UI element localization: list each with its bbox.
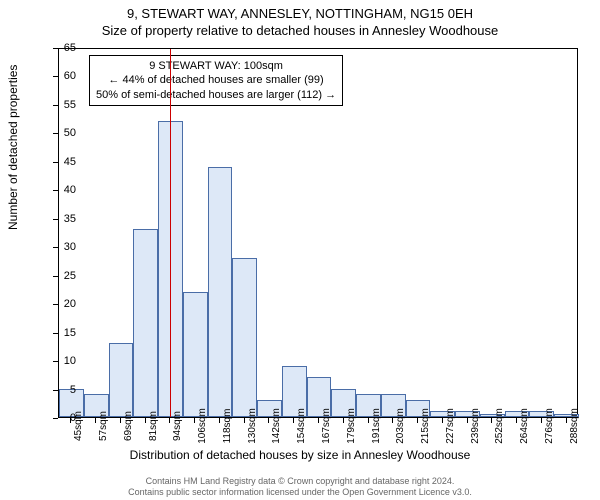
x-tick-mark bbox=[343, 418, 344, 423]
x-tick-mark bbox=[516, 418, 517, 423]
x-tick-label: 142sqm bbox=[271, 408, 282, 444]
histogram-chart: 9 STEWART WAY: 100sqm ← 44% of detached … bbox=[58, 48, 578, 418]
y-tick-mark bbox=[53, 276, 58, 277]
x-tick-mark bbox=[120, 418, 121, 423]
x-tick-mark bbox=[392, 418, 393, 423]
x-tick-mark bbox=[145, 418, 146, 423]
x-tick-mark bbox=[293, 418, 294, 423]
x-tick-label: 57sqm bbox=[98, 411, 109, 441]
callout-line3: 50% of semi-detached houses are larger (… bbox=[96, 88, 336, 102]
y-tick-mark bbox=[53, 390, 58, 391]
y-tick-mark bbox=[53, 133, 58, 134]
y-tick-mark bbox=[53, 219, 58, 220]
y-axis-label: Number of detached properties bbox=[6, 65, 20, 230]
x-tick-label: 167sqm bbox=[321, 408, 332, 444]
x-tick-label: 118sqm bbox=[222, 409, 233, 444]
x-tick-mark bbox=[194, 418, 195, 423]
x-tick-label: 288sqm bbox=[569, 408, 580, 444]
x-tick-label: 154sqm bbox=[296, 408, 307, 444]
x-tick-mark bbox=[244, 418, 245, 423]
y-tick-mark bbox=[53, 418, 58, 419]
x-tick-mark bbox=[219, 418, 220, 423]
footer-attribution: Contains HM Land Registry data © Crown c… bbox=[0, 476, 600, 498]
x-tick-label: 81sqm bbox=[148, 411, 159, 441]
y-tick-mark bbox=[53, 105, 58, 106]
histogram-bar bbox=[208, 167, 233, 417]
x-axis-label: Distribution of detached houses by size … bbox=[0, 448, 600, 462]
callout-line2: ← 44% of detached houses are smaller (99… bbox=[96, 73, 336, 87]
x-tick-mark bbox=[70, 418, 71, 423]
page-title-address: 9, STEWART WAY, ANNESLEY, NOTTINGHAM, NG… bbox=[0, 0, 600, 21]
x-tick-mark bbox=[417, 418, 418, 423]
x-tick-label: 227sqm bbox=[445, 408, 456, 444]
x-tick-mark bbox=[491, 418, 492, 423]
x-tick-label: 215sqm bbox=[420, 408, 431, 444]
x-tick-label: 264sqm bbox=[519, 408, 530, 444]
y-tick-mark bbox=[53, 48, 58, 49]
x-tick-label: 179sqm bbox=[346, 408, 357, 444]
x-tick-label: 252sqm bbox=[494, 408, 505, 444]
reference-line bbox=[170, 49, 171, 417]
x-tick-label: 239sqm bbox=[470, 408, 481, 444]
histogram-bar bbox=[183, 292, 208, 417]
x-tick-label: 106sqm bbox=[197, 408, 208, 444]
x-tick-mark bbox=[318, 418, 319, 423]
x-tick-label: 130sqm bbox=[247, 408, 258, 444]
x-tick-label: 191sqm bbox=[371, 408, 382, 444]
y-tick-mark bbox=[53, 76, 58, 77]
x-tick-mark bbox=[95, 418, 96, 423]
x-tick-mark bbox=[467, 418, 468, 423]
histogram-bar bbox=[232, 258, 257, 417]
y-tick-mark bbox=[53, 361, 58, 362]
histogram-bar bbox=[109, 343, 134, 417]
callout-line1: 9 STEWART WAY: 100sqm bbox=[96, 59, 336, 73]
x-tick-label: 45sqm bbox=[73, 411, 84, 441]
histogram-bar bbox=[133, 229, 158, 417]
x-tick-mark bbox=[169, 418, 170, 423]
x-tick-label: 276sqm bbox=[544, 408, 555, 444]
y-tick-mark bbox=[53, 162, 58, 163]
property-callout: 9 STEWART WAY: 100sqm ← 44% of detached … bbox=[89, 55, 343, 106]
x-tick-label: 203sqm bbox=[395, 408, 406, 444]
x-tick-label: 69sqm bbox=[123, 411, 134, 441]
footer-line2: Contains public sector information licen… bbox=[0, 487, 600, 498]
x-tick-mark bbox=[541, 418, 542, 423]
y-tick-mark bbox=[53, 190, 58, 191]
x-tick-label: 94sqm bbox=[172, 411, 183, 441]
y-tick-mark bbox=[53, 304, 58, 305]
x-tick-mark bbox=[442, 418, 443, 423]
page-title-desc: Size of property relative to detached ho… bbox=[0, 21, 600, 38]
x-tick-mark bbox=[368, 418, 369, 423]
footer-line1: Contains HM Land Registry data © Crown c… bbox=[0, 476, 600, 487]
x-tick-mark bbox=[268, 418, 269, 423]
y-tick-mark bbox=[53, 247, 58, 248]
y-tick-mark bbox=[53, 333, 58, 334]
x-tick-mark bbox=[566, 418, 567, 423]
